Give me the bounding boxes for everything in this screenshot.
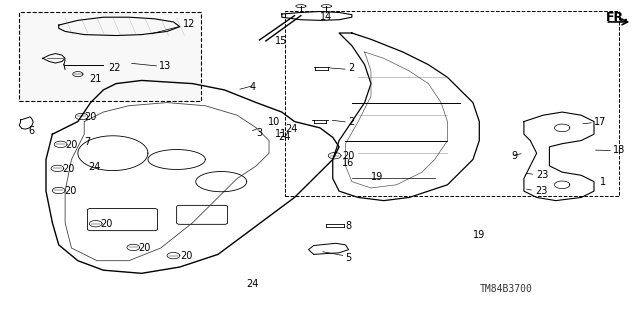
Text: 2: 2 <box>349 116 355 127</box>
Text: 20: 20 <box>84 112 97 122</box>
FancyBboxPatch shape <box>19 12 201 101</box>
Text: 15: 15 <box>275 36 288 46</box>
Text: 20: 20 <box>138 243 151 253</box>
Text: 5: 5 <box>346 253 352 263</box>
Text: 14: 14 <box>320 12 332 22</box>
Text: 12: 12 <box>183 19 195 28</box>
Text: 24: 24 <box>246 279 259 289</box>
Text: 3: 3 <box>256 128 262 137</box>
Text: TM84B3700: TM84B3700 <box>479 284 532 294</box>
Text: 20: 20 <box>62 164 74 174</box>
Text: 16: 16 <box>342 158 355 168</box>
Text: 20: 20 <box>64 186 76 196</box>
Text: 20: 20 <box>100 219 113 229</box>
Text: 2: 2 <box>349 63 355 73</box>
Text: 19: 19 <box>371 172 383 182</box>
Text: 7: 7 <box>84 137 90 147</box>
Text: 24: 24 <box>89 162 101 172</box>
Text: 23: 23 <box>536 186 548 196</box>
Text: 9: 9 <box>511 151 517 161</box>
Text: 4: 4 <box>250 82 256 92</box>
Text: 17: 17 <box>594 116 606 127</box>
Text: 22: 22 <box>108 63 121 73</box>
Text: 24: 24 <box>278 132 291 142</box>
Text: 21: 21 <box>90 74 102 84</box>
Text: 1: 1 <box>600 177 607 187</box>
Text: 13: 13 <box>159 61 172 71</box>
Text: 20: 20 <box>180 251 192 261</box>
Text: 6: 6 <box>28 126 35 136</box>
Text: 10: 10 <box>268 116 280 127</box>
Text: 8: 8 <box>346 221 351 231</box>
Text: 19: 19 <box>473 230 485 241</box>
Text: 18: 18 <box>613 145 625 155</box>
Text: 11: 11 <box>275 129 287 139</box>
Text: 23: 23 <box>537 170 549 180</box>
Text: 20: 20 <box>342 151 355 161</box>
Text: 24: 24 <box>285 124 298 135</box>
Text: FR.: FR. <box>605 11 628 24</box>
Text: 20: 20 <box>65 140 77 150</box>
